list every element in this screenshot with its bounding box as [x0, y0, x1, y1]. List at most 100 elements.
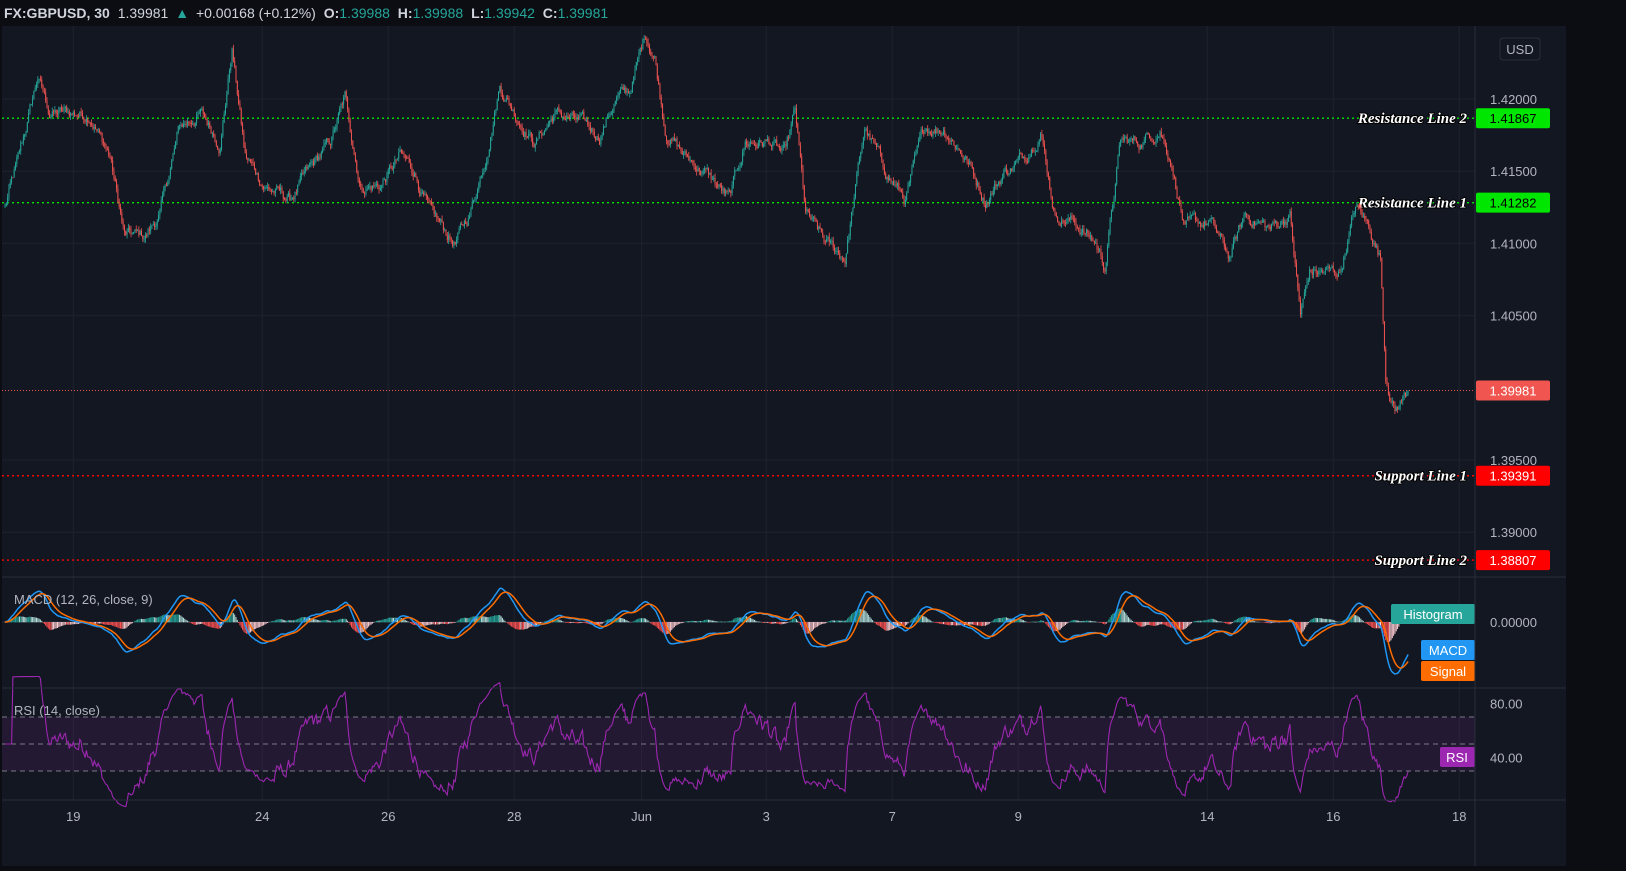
candle-body — [1255, 223, 1257, 225]
rsi-tick-label: 80.00 — [1490, 697, 1523, 712]
candle-body — [1247, 214, 1249, 216]
candle — [868, 133, 870, 137]
candle — [125, 230, 127, 236]
candle — [1246, 213, 1248, 219]
candle — [43, 87, 45, 95]
candle-body — [735, 169, 737, 171]
candle — [389, 164, 391, 175]
candle-body — [255, 168, 257, 175]
candle-body — [323, 143, 325, 149]
price-axis[interactable]: 1.420001.415001.410001.405001.395001.390… — [1490, 92, 1537, 540]
candle-body — [954, 145, 956, 149]
candle — [223, 110, 225, 124]
candle — [701, 170, 703, 177]
candle-body — [104, 143, 106, 147]
candle-body — [874, 142, 876, 144]
candle-body — [302, 172, 304, 174]
candle-body — [162, 195, 163, 201]
candle-body — [621, 87, 623, 89]
candle-body — [118, 201, 120, 207]
candle-body — [715, 183, 717, 185]
candle-body — [411, 167, 413, 174]
candle-body — [17, 152, 19, 158]
candle-body — [1406, 394, 1408, 396]
candle — [1200, 221, 1202, 232]
candle — [366, 184, 368, 192]
macd-histogram-bar — [1397, 622, 1399, 630]
candle — [579, 111, 581, 120]
candle — [1222, 233, 1224, 244]
candle-body — [97, 129, 99, 131]
candle-body — [1223, 239, 1225, 247]
candle — [416, 176, 418, 184]
candle — [931, 129, 933, 137]
candle-body — [176, 132, 178, 142]
candle — [946, 136, 948, 140]
candle-body — [1194, 213, 1196, 221]
candle — [163, 185, 165, 197]
candle — [765, 138, 767, 142]
macd-histogram-bar — [600, 622, 602, 625]
candle-body — [655, 56, 657, 65]
candle-body — [1364, 215, 1366, 219]
candle — [280, 183, 282, 195]
candle — [540, 130, 541, 134]
candle — [990, 190, 992, 204]
candle — [1288, 214, 1290, 222]
macd-histogram-bar — [432, 622, 434, 625]
candle-body — [950, 140, 952, 142]
currency-button[interactable] — [1499, 37, 1541, 61]
candle — [204, 111, 205, 118]
macd-histogram-bar — [822, 622, 824, 624]
macd-histogram-bar — [984, 622, 986, 626]
macd-histogram-bar — [1368, 622, 1370, 626]
macd-zero-label: 0.00000 — [1490, 615, 1537, 630]
candle — [425, 192, 427, 200]
candle — [18, 149, 20, 155]
candle-body — [463, 221, 465, 226]
candle — [257, 172, 259, 183]
time-axis[interactable]: 19 24 26 28 Jun 3 7 9 14 16 18 — [66, 809, 1466, 824]
candle-body — [613, 103, 615, 111]
candle — [152, 221, 154, 226]
candle-body — [444, 229, 446, 231]
macd-histogram-bar — [729, 621, 730, 623]
candle-body — [659, 83, 661, 98]
candle-body — [626, 91, 628, 93]
candle — [253, 161, 255, 171]
candle — [676, 136, 678, 150]
candle — [907, 181, 909, 194]
candle-body — [1345, 252, 1347, 254]
candle — [1348, 231, 1350, 244]
macd-histogram-bar — [228, 614, 230, 623]
candle — [1121, 136, 1123, 143]
symbol-title[interactable]: FX:GBPUSD, 30 — [4, 5, 110, 21]
candle-body — [301, 172, 303, 176]
candle-body — [814, 217, 816, 219]
candle — [610, 111, 612, 116]
macd-histogram-bar — [252, 622, 254, 631]
candle — [844, 257, 846, 268]
candle — [11, 175, 13, 185]
macd-histogram-bar — [117, 622, 119, 628]
candle — [736, 167, 738, 171]
macd-histogram-bar — [320, 620, 322, 623]
candle-body — [194, 122, 196, 126]
macd-legend-label: MACD — [1429, 643, 1467, 658]
candle — [1175, 176, 1177, 190]
candle-body — [991, 194, 993, 196]
candle-body — [516, 120, 518, 123]
candle — [613, 103, 615, 114]
candle-body — [1394, 403, 1396, 412]
candle — [958, 148, 960, 151]
candle — [912, 159, 914, 168]
candle-body — [1160, 131, 1162, 137]
candle — [25, 130, 27, 137]
candle-body — [121, 212, 123, 222]
macd-histogram-bar — [861, 609, 863, 623]
candle — [887, 174, 889, 183]
candle — [54, 106, 56, 115]
candle — [1071, 212, 1073, 221]
macd-histogram-bar — [379, 620, 381, 623]
